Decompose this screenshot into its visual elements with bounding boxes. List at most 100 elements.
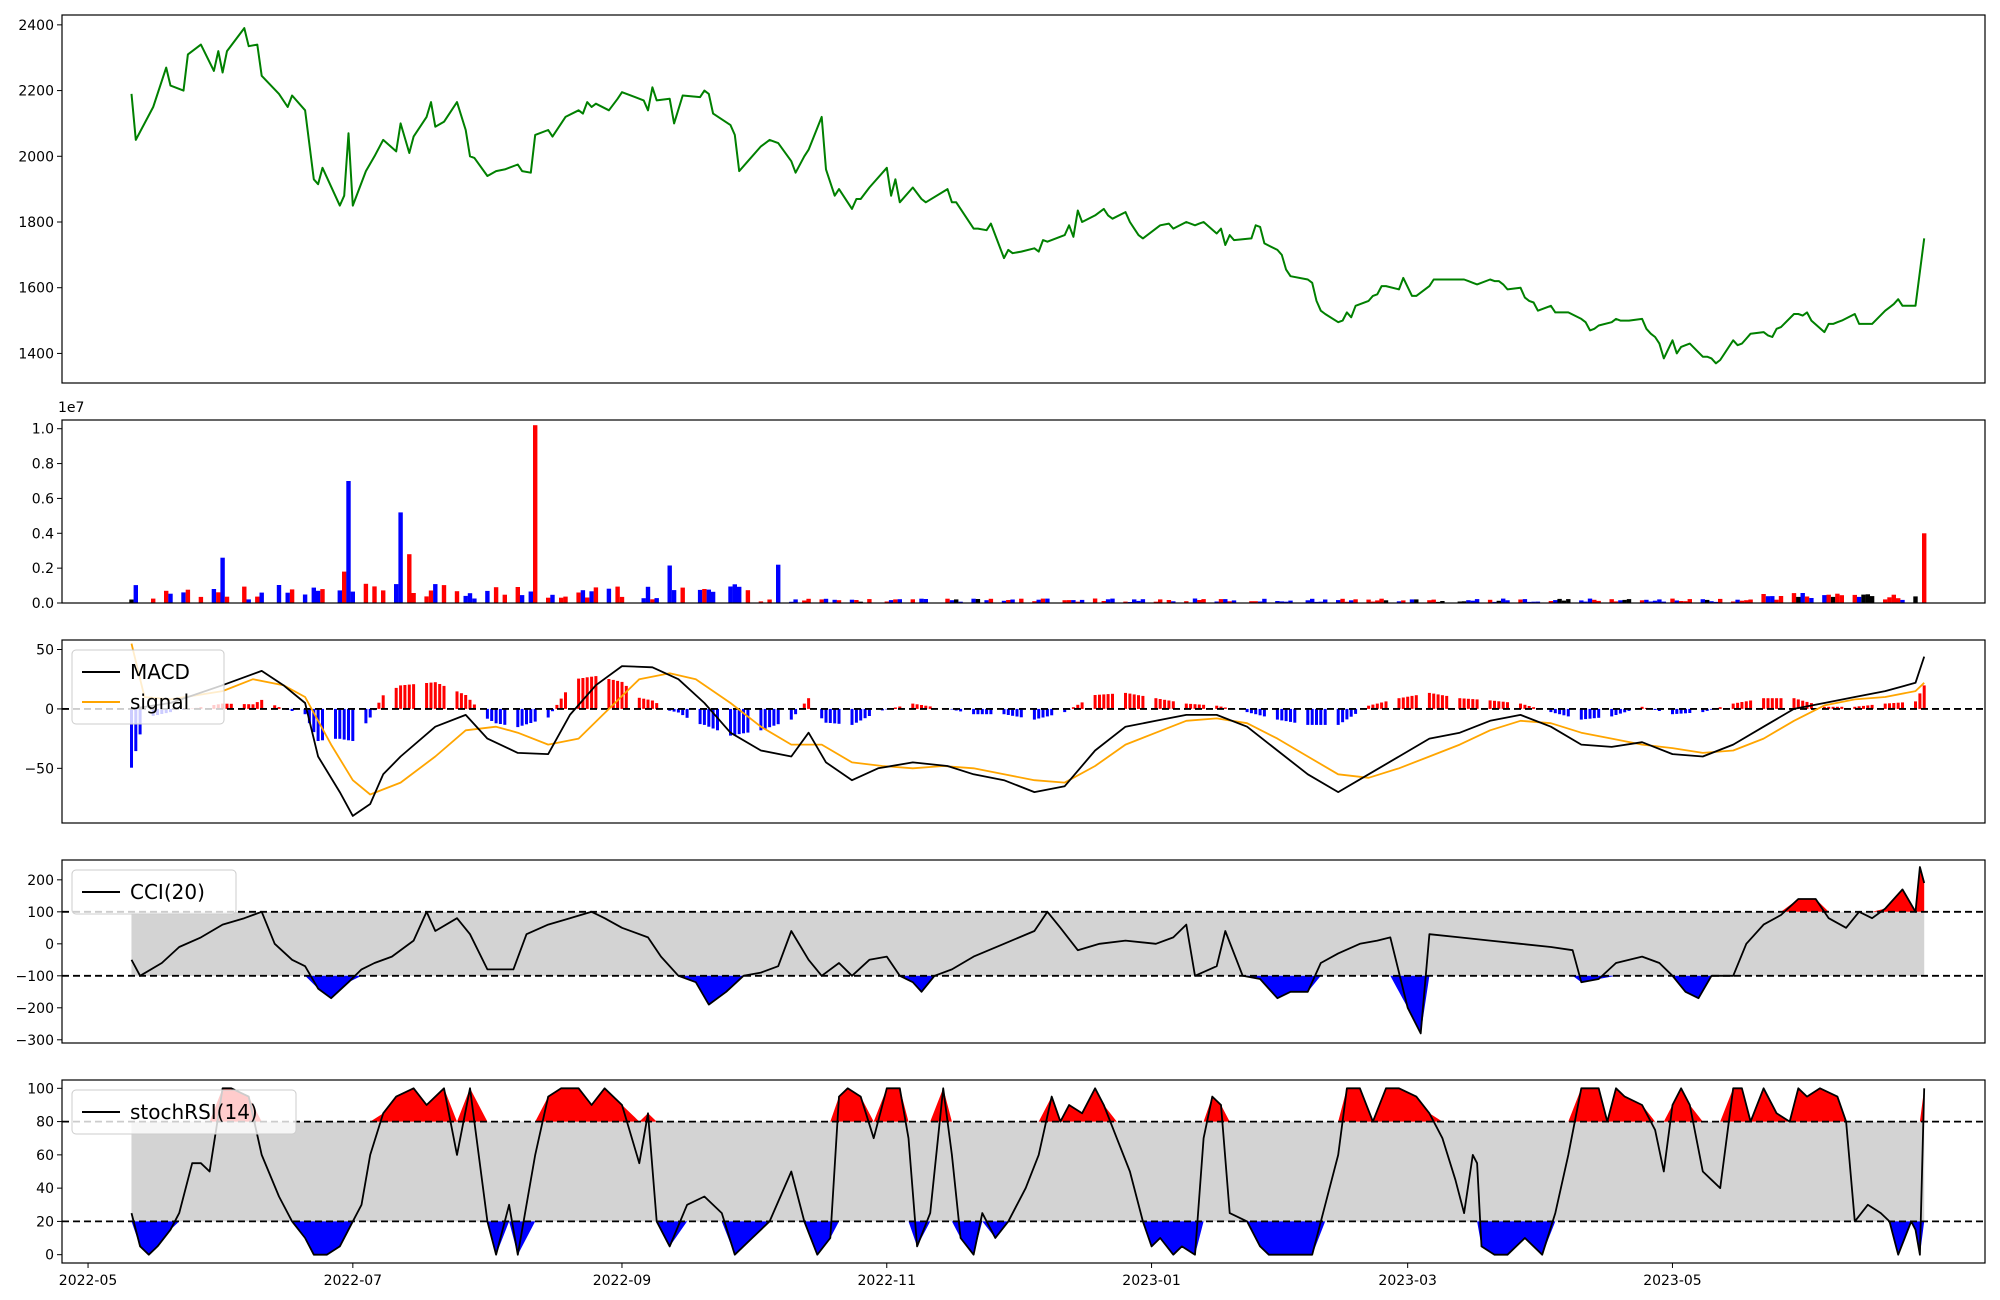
volume-bar — [1609, 599, 1614, 603]
macd-hist-bar — [898, 706, 902, 709]
macd-hist-bar — [225, 703, 229, 709]
macd-hist-bar — [342, 708, 346, 740]
volume-bar — [1583, 601, 1588, 603]
volume-bar — [1561, 600, 1567, 603]
macd-hist-bar — [1262, 708, 1266, 717]
macd-hist-bar — [915, 704, 919, 709]
macd-hist-bar — [672, 708, 676, 712]
macd-hist-bar — [1315, 708, 1318, 725]
volume-bar — [971, 598, 976, 603]
volume-bar — [1383, 600, 1389, 603]
volume-bar — [893, 599, 898, 603]
volume-bar — [559, 597, 564, 603]
macd-hist-bar — [1471, 699, 1475, 709]
volume-bar — [485, 590, 490, 603]
volume-bar — [1153, 601, 1159, 603]
volume-bar — [1900, 599, 1905, 603]
stochrsi-overbought-fill — [131, 1088, 1925, 1122]
macd-hist-bar — [972, 708, 976, 715]
volume-bar — [1105, 599, 1111, 603]
macd-hist-bar — [1141, 695, 1145, 709]
macd-hist-bar — [637, 697, 641, 709]
macd-hist-bar — [1401, 697, 1405, 709]
macd-hist-bar — [1532, 707, 1536, 709]
macd-hist-bar — [1223, 707, 1227, 709]
volume-bar — [1440, 601, 1445, 603]
macd-hist-bar — [403, 685, 407, 709]
stochrsi-y-tick-label: 40 — [36, 1181, 54, 1197]
volume-bar — [585, 597, 590, 603]
volume-bar — [315, 590, 321, 603]
macd-hist-bar — [1111, 693, 1114, 709]
macd-hist-bar — [1506, 702, 1509, 709]
volume-bar — [151, 598, 156, 603]
volume-bar — [1040, 598, 1046, 603]
volume-bar — [502, 594, 507, 603]
macd-hist-bar — [828, 708, 832, 723]
volume-bar — [667, 565, 672, 603]
macd-hist-bar — [950, 708, 954, 710]
volume-bar — [1223, 599, 1228, 603]
volume-bar — [1718, 598, 1723, 603]
macd-hist-bar — [976, 708, 980, 715]
volume-bar — [1110, 598, 1115, 603]
volume-bar — [1501, 598, 1506, 603]
volume-bar — [289, 589, 295, 603]
macd-hist-bar — [546, 708, 550, 718]
volume-bar — [1466, 600, 1471, 603]
macd-hist-bar — [1032, 708, 1036, 720]
macd-hist-bar — [1275, 708, 1279, 720]
volume-bar — [1639, 600, 1645, 603]
volume-bar — [1896, 598, 1901, 603]
macd-hist-bar — [247, 704, 251, 709]
macd-hist-bar — [1098, 694, 1101, 709]
volume-bar — [1283, 601, 1289, 603]
volume-bar — [1192, 598, 1198, 603]
macd-hist-bar — [251, 704, 255, 709]
volume-bar — [342, 571, 347, 603]
volume-bar — [949, 600, 955, 603]
volume-bar — [394, 584, 399, 603]
volume-bar — [1869, 596, 1875, 603]
volume-bar — [984, 600, 989, 603]
macd-hist-bar — [1597, 708, 1601, 718]
volume-bar — [1809, 598, 1814, 603]
macd-hist-bar — [1627, 708, 1631, 711]
volume-bar — [1227, 601, 1232, 603]
stochrsi-y-tick-label: 60 — [36, 1148, 54, 1164]
volume-bar — [793, 599, 798, 603]
macd-hist-bar — [1336, 708, 1340, 725]
macd-hist-bar — [1892, 703, 1896, 709]
volume-bar — [854, 600, 859, 603]
volume-bar — [745, 590, 751, 603]
volume-bar — [1613, 601, 1619, 603]
macd-hist-bar — [1011, 708, 1015, 716]
legend-label: MACD — [130, 660, 190, 684]
volume-bar — [1670, 598, 1675, 603]
legend-box — [71, 869, 237, 915]
volume-bar — [1535, 601, 1541, 603]
macd-hist-bar — [1427, 692, 1431, 709]
volume-bar — [737, 586, 742, 603]
macd-hist-bar — [1901, 702, 1904, 709]
macd-hist-bar — [1384, 701, 1388, 709]
macd-hist-bar — [1866, 705, 1870, 709]
volume-y-tick-label: 0.6 — [32, 491, 54, 507]
volume-bar — [216, 592, 221, 603]
macd-hist-bar — [807, 698, 811, 709]
macd-hist-bar — [1870, 704, 1874, 709]
macd-hist-bar — [1801, 700, 1805, 709]
macd-hist-bar — [229, 703, 233, 709]
macd-hist-bar — [802, 703, 806, 709]
macd-hist-bar — [1566, 708, 1570, 717]
volume-bar — [1010, 599, 1015, 603]
macd-hist-bar — [1436, 694, 1440, 709]
macd-hist-bar — [1319, 708, 1323, 725]
volume-bar — [346, 481, 351, 603]
macd-hist-bar — [1640, 706, 1644, 709]
volume-bar — [1379, 598, 1384, 603]
macd-hist-bar — [1922, 685, 1926, 709]
macd-hist-bar — [1254, 708, 1258, 715]
macd-hist-bar — [577, 678, 581, 709]
cci-y-tick-label: −300 — [16, 1033, 54, 1049]
